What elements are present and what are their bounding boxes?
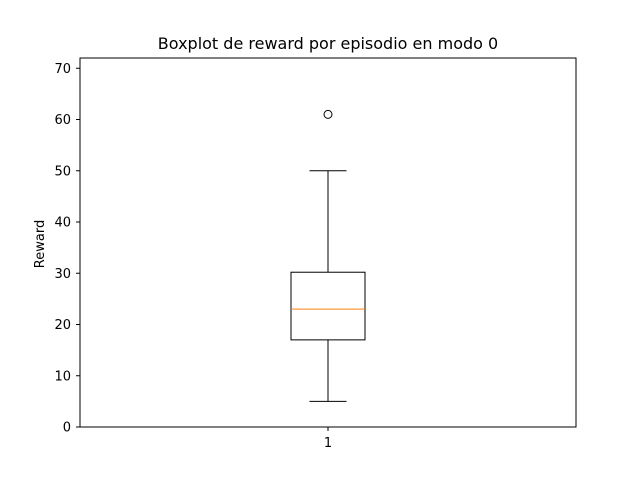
y-axis-label: Reward — [33, 220, 48, 268]
y-tick-label: 30 — [54, 267, 71, 282]
y-tick-label: 70 — [54, 62, 71, 77]
plot-area: 0 10 20 30 40 50 60 70 1 — [54, 62, 366, 451]
y-tick-label: 10 — [54, 369, 71, 384]
y-tick-label: 20 — [54, 318, 71, 333]
outlier-point — [323, 109, 333, 119]
x-tick-label: 1 — [324, 436, 332, 451]
y-tick-label: 0 — [63, 421, 71, 436]
interquartile-box — [290, 271, 366, 341]
y-tick-label: 50 — [54, 164, 71, 179]
axes-frame — [79, 57, 577, 428]
chart-title: Boxplot de reward por episodio en modo 0 — [158, 34, 498, 53]
y-tick-label: 40 — [54, 216, 71, 231]
y-tick-label: 60 — [54, 113, 71, 128]
